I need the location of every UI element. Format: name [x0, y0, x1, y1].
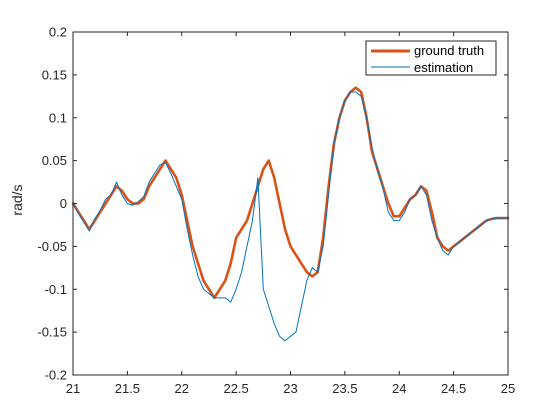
y-tick-label: 0.1: [49, 110, 67, 125]
legend-label-ground-truth: ground truth: [414, 43, 484, 58]
series-layer: [71, 86, 510, 342]
legend-box: [365, 40, 497, 76]
x-axis-ticks: [72, 32, 509, 375]
x-tick-label: 21: [66, 381, 80, 396]
legend: ground truth estimation: [365, 40, 497, 76]
x-tick-label: 22: [175, 381, 189, 396]
x-tick-label: 23: [283, 381, 297, 396]
y-tick-label: -0.15: [37, 325, 67, 340]
y-tick-label: 0: [60, 196, 67, 211]
plot-area: [73, 32, 508, 375]
x-tick-label: 24: [392, 381, 406, 396]
y-tick-label: -0.2: [45, 368, 67, 383]
x-tick-label: 21.5: [115, 381, 140, 396]
x-axis-tick-labels: 21 21.5 22 22.5 23 23.5 24 24.5 25: [66, 381, 515, 396]
y-axis-ticks: [73, 31, 508, 376]
legend-label-estimation: estimation: [414, 60, 473, 75]
y-tick-label: 0.05: [42, 153, 67, 168]
y-axis-label: rad/s: [9, 184, 25, 215]
y-tick-label: -0.1: [45, 282, 67, 297]
x-tick-label: 24.5: [441, 381, 466, 396]
y-tick-label: 0.2: [49, 25, 67, 40]
y-axis-tick-labels: 0.2 0.15 0.1 0.05 0 -0.05 -0.1 -0.15 -0.2: [37, 25, 67, 383]
x-tick-label: 23.5: [332, 381, 357, 396]
y-tick-label: 0.15: [42, 67, 67, 82]
y-tick-label: -0.05: [37, 239, 67, 254]
x-tick-label: 25: [501, 381, 515, 396]
series-line-estimation: [72, 91, 509, 342]
series-line-ground-truth: [71, 86, 510, 300]
x-tick-label: 22.5: [223, 381, 248, 396]
